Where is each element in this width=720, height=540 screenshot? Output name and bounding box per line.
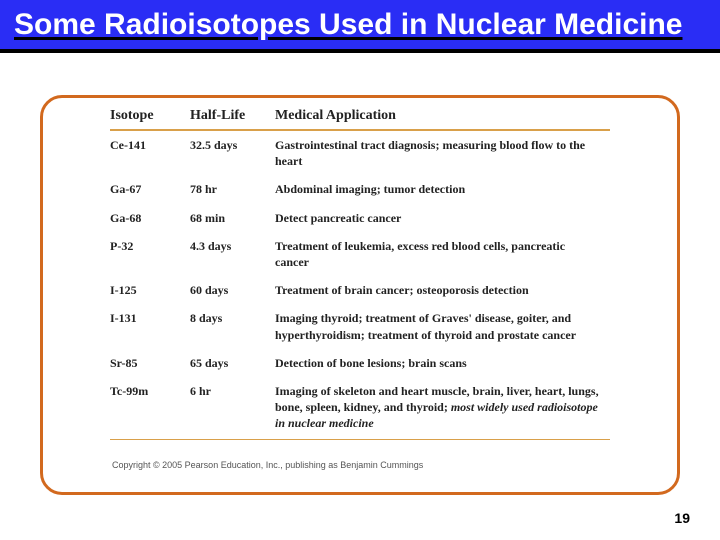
page-number: 19	[674, 510, 690, 526]
title-bar: Some Radioisotopes Used in Nuclear Medic…	[0, 0, 720, 53]
app-text: Detect pancreatic cancer	[275, 211, 401, 225]
cell-application: Abdominal imaging; tumor detection	[275, 175, 610, 203]
cell-halflife: 8 days	[190, 304, 275, 348]
cell-isotope: I-125	[110, 276, 190, 304]
table-row: I-125 60 days Treatment of brain cancer;…	[110, 276, 610, 304]
table-row: Ce-141 32.5 days Gastrointestinal tract …	[110, 130, 610, 175]
cell-halflife: 68 min	[190, 204, 275, 232]
table-row: Ga-67 78 hr Abdominal imaging; tumor det…	[110, 175, 610, 203]
app-text: Treatment of brain cancer; osteoporosis …	[275, 283, 529, 297]
cell-halflife: 4.3 days	[190, 232, 275, 276]
copyright-notice: Copyright © 2005 Pearson Education, Inc.…	[112, 460, 423, 470]
table-row: I-131 8 days Imaging thyroid; treatment …	[110, 304, 610, 348]
cell-halflife: 32.5 days	[190, 130, 275, 175]
table-header-row: Isotope Half-Life Medical Application	[110, 104, 610, 130]
app-text: Gastrointestinal tract diagnosis; measur…	[275, 138, 585, 168]
col-isotope: Isotope	[110, 104, 190, 130]
cell-isotope: Ga-68	[110, 204, 190, 232]
cell-application: Treatment of brain cancer; osteoporosis …	[275, 276, 610, 304]
col-halflife: Half-Life	[190, 104, 275, 130]
cell-isotope: Ga-67	[110, 175, 190, 203]
app-text: Detection of bone lesions; brain scans	[275, 356, 467, 370]
cell-application: Treatment of leukemia, excess red blood …	[275, 232, 610, 276]
slide-title: Some Radioisotopes Used in Nuclear Medic…	[14, 8, 706, 43]
table-row: Ga-68 68 min Detect pancreatic cancer	[110, 204, 610, 232]
col-application: Medical Application	[275, 104, 610, 130]
cell-application: Detect pancreatic cancer	[275, 204, 610, 232]
cell-application: Detection of bone lesions; brain scans	[275, 349, 610, 377]
app-text: Treatment of leukemia, excess red blood …	[275, 239, 565, 269]
cell-isotope: I-131	[110, 304, 190, 348]
cell-isotope: Ce-141	[110, 130, 190, 175]
cell-halflife: 78 hr	[190, 175, 275, 203]
cell-application: Imaging of skeleton and heart muscle, br…	[275, 377, 610, 440]
cell-application: Gastrointestinal tract diagnosis; measur…	[275, 130, 610, 175]
cell-isotope: Tc-99m	[110, 377, 190, 440]
cell-halflife: 6 hr	[190, 377, 275, 440]
cell-application: Imaging thyroid; treatment of Graves' di…	[275, 304, 610, 348]
table-row: Sr-85 65 days Detection of bone lesions;…	[110, 349, 610, 377]
table-row: P-32 4.3 days Treatment of leukemia, exc…	[110, 232, 610, 276]
isotope-table-wrap: Isotope Half-Life Medical Application Ce…	[110, 104, 610, 440]
cell-halflife: 65 days	[190, 349, 275, 377]
app-text: Abdominal imaging; tumor detection	[275, 182, 465, 196]
cell-isotope: P-32	[110, 232, 190, 276]
app-text: Imaging thyroid; treatment of Graves' di…	[275, 311, 576, 341]
cell-isotope: Sr-85	[110, 349, 190, 377]
table-row: Tc-99m 6 hr Imaging of skeleton and hear…	[110, 377, 610, 440]
isotope-table: Isotope Half-Life Medical Application Ce…	[110, 104, 610, 440]
cell-halflife: 60 days	[190, 276, 275, 304]
